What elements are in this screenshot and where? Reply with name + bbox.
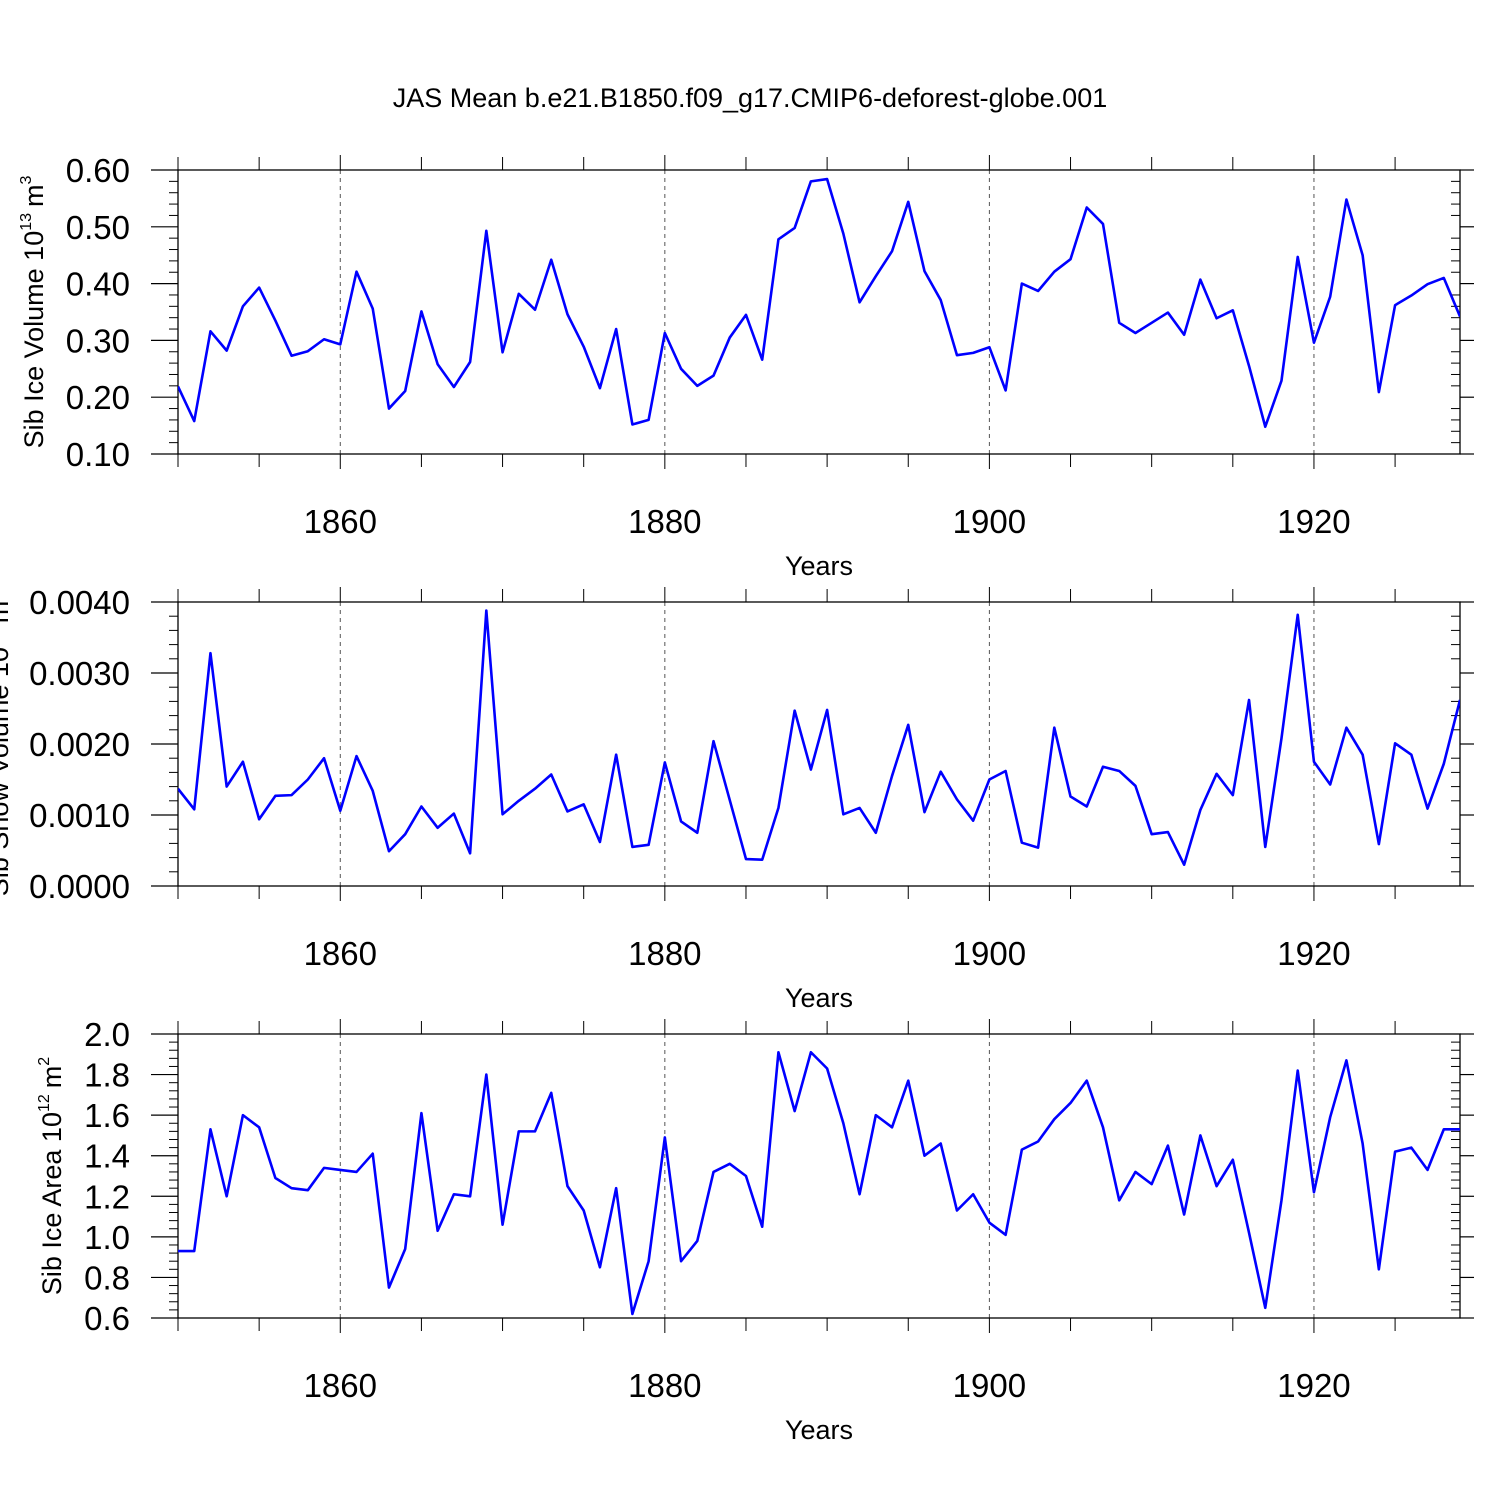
y-axis-label-exponent: 12 bbox=[36, 1094, 53, 1112]
x-tick-label: 1920 bbox=[1277, 935, 1350, 972]
y-tick-label: 0.10 bbox=[66, 436, 130, 473]
x-tick-label: 1920 bbox=[1277, 1367, 1350, 1404]
y-tick-label: 1.2 bbox=[84, 1178, 130, 1215]
x-tick-label: 1900 bbox=[953, 503, 1026, 540]
y-tick-label: 0.0040 bbox=[29, 584, 130, 621]
y-tick-label: 0.6 bbox=[84, 1300, 130, 1337]
x-tick-label: 1900 bbox=[953, 1367, 1026, 1404]
y-tick-label: 0.50 bbox=[66, 209, 130, 246]
y-tick-label: 0.0020 bbox=[29, 726, 130, 763]
y-tick-label: 0.60 bbox=[66, 152, 130, 189]
y-axis-label-exponent: 13 bbox=[18, 213, 35, 231]
x-axis-label: Years bbox=[785, 983, 853, 1013]
y-axis-label-unit: m bbox=[0, 601, 14, 624]
y-axis-label-unit: m bbox=[19, 184, 49, 207]
series-line-volume bbox=[178, 177, 1460, 429]
x-axis-label: Years bbox=[785, 551, 853, 581]
series-line-snow bbox=[178, 609, 1460, 867]
x-tick-label: 1880 bbox=[628, 935, 701, 972]
x-tick-label: 1900 bbox=[953, 935, 1026, 972]
panel-volume: 1860 1880 1900 1920 Years 0.10 0.20 0.30 0.40 0.5… bbox=[18, 152, 1474, 581]
y-axis-label-unit-exponent: 2 bbox=[36, 1057, 53, 1066]
y-axis-label-unit: m bbox=[37, 1066, 67, 1089]
y-tick-label: 1.4 bbox=[84, 1138, 130, 1175]
panel-area: 1860 1880 1900 1920Years0.60.81.01.21.41.61… bbox=[36, 1016, 1474, 1445]
y-tick-label: 1.8 bbox=[84, 1057, 130, 1094]
x-tick-label: 1860 bbox=[304, 1367, 377, 1404]
y-tick-label: 1.6 bbox=[84, 1097, 130, 1134]
y-tick-label: 0.8 bbox=[84, 1259, 130, 1296]
y-axis-label-text: Sib Ice Volume 10 bbox=[19, 231, 49, 449]
plot-frame bbox=[177, 1033, 1461, 1319]
x-tick-label: 1880 bbox=[628, 503, 701, 540]
y-tick-label: 0.0000 bbox=[29, 868, 130, 905]
x-tick-label: 1920 bbox=[1277, 503, 1350, 540]
y-axis-label: Sib Ice Area 1012 m2 bbox=[36, 1057, 67, 1295]
x-axis-label: Years bbox=[785, 1415, 853, 1445]
x-tick-label: 1860 bbox=[304, 935, 377, 972]
y-axis-label: Sib Snow Volume 1013m3 bbox=[0, 592, 14, 896]
y-tick-label: 1.0 bbox=[84, 1219, 130, 1256]
x-tick-label: 1860 bbox=[304, 503, 377, 540]
y-axis-label-text: Sib Ice Area 10 bbox=[37, 1112, 67, 1295]
y-tick-label: 2.0 bbox=[84, 1016, 130, 1053]
y-axis-label-text: Sib Snow Volume 10 bbox=[0, 647, 14, 896]
plot-frame bbox=[177, 169, 1461, 455]
y-tick-label: 0.0030 bbox=[29, 655, 130, 692]
y-tick-label: 0.40 bbox=[66, 266, 130, 303]
series-line-area bbox=[178, 1050, 1460, 1316]
chart-title: JAS Mean b.e21.B1850.f09_g17.CMIP6-defor… bbox=[393, 83, 1107, 113]
y-tick-label: 0.20 bbox=[66, 379, 130, 416]
y-axis-label-unit-exponent: 3 bbox=[18, 175, 35, 184]
panel-snow: 1860 1880 1900 1920 Years 0.0000 0.0010 0.0020 0… bbox=[0, 584, 1474, 1013]
y-tick-label: 0.0010 bbox=[29, 797, 130, 834]
x-tick-label: 1880 bbox=[628, 1367, 701, 1404]
y-axis-label: Sib Ice Volume 1013 m3 bbox=[18, 175, 49, 448]
y-tick-label: 0.30 bbox=[66, 322, 130, 359]
